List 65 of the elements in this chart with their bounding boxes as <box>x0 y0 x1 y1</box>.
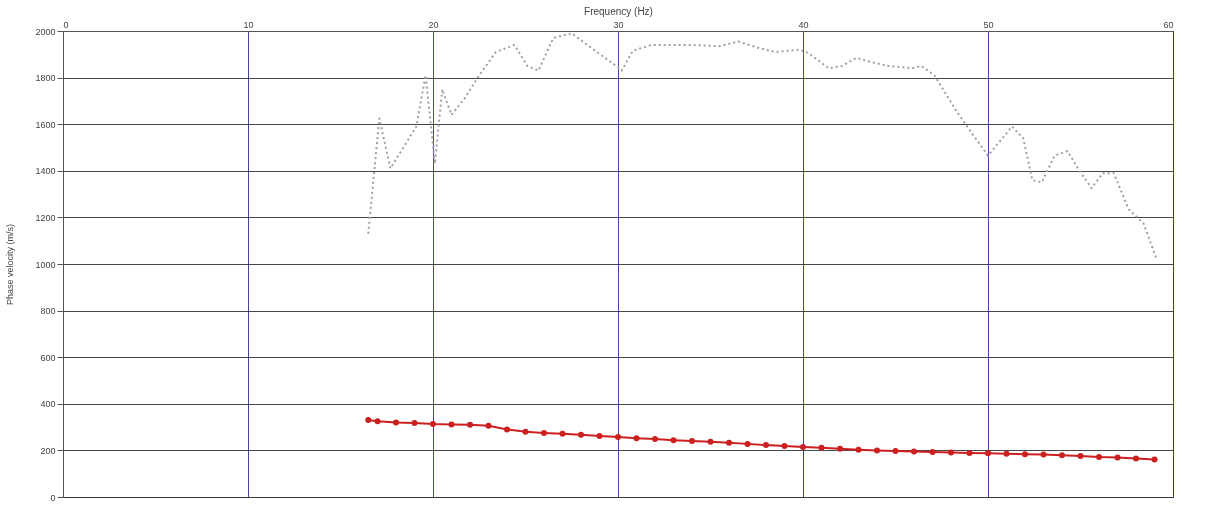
y-tick-label: 1400 <box>35 166 56 177</box>
x-axis-title: Frequency (Hz) <box>584 5 653 17</box>
point <box>615 434 621 441</box>
x-tick-label: 30 <box>613 19 624 30</box>
point <box>411 419 418 426</box>
point <box>744 440 751 447</box>
point <box>596 432 603 439</box>
x-tick-label: 60 <box>1163 19 1174 30</box>
point <box>985 450 991 457</box>
point <box>948 449 954 456</box>
point <box>818 444 825 451</box>
point <box>1040 451 1047 458</box>
point <box>522 428 529 435</box>
point <box>430 421 436 428</box>
point <box>929 449 936 456</box>
point <box>578 431 584 438</box>
point <box>467 421 473 428</box>
y-tick-label: 1600 <box>35 119 56 130</box>
point <box>911 448 917 455</box>
line-series <box>367 32 1158 260</box>
point <box>448 421 455 428</box>
y-tick-label: 800 <box>40 306 56 317</box>
point <box>652 435 658 442</box>
point <box>633 435 640 442</box>
y-tick-label: 600 <box>40 352 56 363</box>
y-tick-label: 0 <box>50 492 56 503</box>
point <box>726 439 732 446</box>
point <box>1022 451 1028 458</box>
x-tick-label: 50 <box>983 19 994 30</box>
point <box>689 438 695 445</box>
point <box>1114 454 1121 461</box>
x-tick-label: 40 <box>798 19 809 30</box>
point <box>670 437 677 444</box>
point <box>763 442 769 449</box>
point <box>1003 450 1010 457</box>
y-axis-title: Phase velocity (m/s) <box>5 223 16 306</box>
point <box>855 446 862 453</box>
point <box>781 442 788 449</box>
point <box>485 422 492 429</box>
point <box>1096 453 1102 460</box>
point <box>707 438 714 445</box>
x-tick-label: 20 <box>428 19 439 30</box>
point <box>800 443 806 450</box>
point <box>541 429 547 436</box>
point <box>374 418 381 425</box>
y-tick-label: 1200 <box>35 212 56 223</box>
point <box>892 448 899 455</box>
point <box>365 417 372 424</box>
point <box>393 419 399 426</box>
point <box>837 445 843 452</box>
point <box>1151 456 1158 463</box>
y-tick-label: 2000 <box>35 26 56 37</box>
point <box>1059 452 1065 459</box>
point <box>559 430 566 437</box>
point <box>1077 453 1084 459</box>
point <box>504 426 510 433</box>
point <box>966 449 973 456</box>
x-tick-label: 10 <box>243 19 254 30</box>
y-tick-label: 1800 <box>35 73 56 84</box>
x-tick-label: 0 <box>63 19 69 30</box>
y-tick-label: 200 <box>40 445 56 456</box>
y-tick-label: 1000 <box>35 259 56 270</box>
y-tick-label: 400 <box>40 399 56 410</box>
point <box>1133 455 1139 462</box>
point <box>874 447 880 454</box>
